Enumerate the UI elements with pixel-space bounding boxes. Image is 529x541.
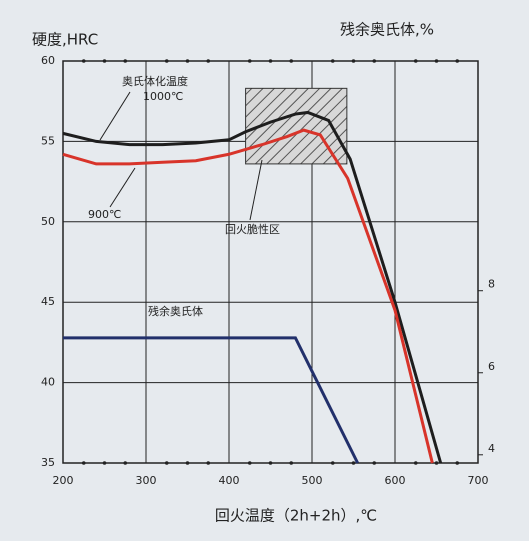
x-tick-label: 400 bbox=[219, 474, 240, 487]
series-line bbox=[62, 128, 434, 464]
series-line bbox=[62, 110, 443, 464]
series-label: 残余奥氏体 bbox=[148, 304, 203, 318]
x-tick-label: 600 bbox=[385, 474, 406, 487]
y2-tick-label: 6 bbox=[488, 360, 495, 373]
x-axis-title: 回火温度（2h+2h）,℃ bbox=[215, 507, 377, 525]
x-tick-label: 700 bbox=[468, 474, 489, 487]
y-axis-title: 硬度,HRC bbox=[32, 31, 98, 49]
leader bbox=[249, 159, 263, 221]
y-tick-label: 35 bbox=[41, 456, 55, 469]
x-tick-label: 200 bbox=[53, 474, 74, 487]
y-tick-label: 50 bbox=[41, 215, 55, 228]
y-tick-label: 45 bbox=[41, 295, 55, 308]
series-label: 1000℃ bbox=[143, 90, 183, 103]
y-tick-label: 60 bbox=[41, 54, 55, 67]
y2-tick-label: 4 bbox=[488, 442, 495, 455]
x-tick-label: 300 bbox=[136, 474, 157, 487]
plot-frame bbox=[62, 60, 479, 464]
series-line bbox=[63, 336, 359, 464]
region-label: 回火脆性区 bbox=[225, 222, 280, 236]
series-label: 900℃ bbox=[88, 208, 121, 221]
leader bbox=[109, 167, 136, 208]
leader bbox=[99, 91, 131, 141]
y-tick-label: 55 bbox=[41, 134, 55, 147]
y2-axis-title: 残余奥氏体,% bbox=[340, 21, 434, 39]
annotation: 奥氏体化温度 bbox=[122, 74, 188, 88]
y2-tick-label: 8 bbox=[488, 278, 495, 291]
x-tick-label: 500 bbox=[302, 474, 323, 487]
y-tick-label: 40 bbox=[41, 376, 55, 389]
